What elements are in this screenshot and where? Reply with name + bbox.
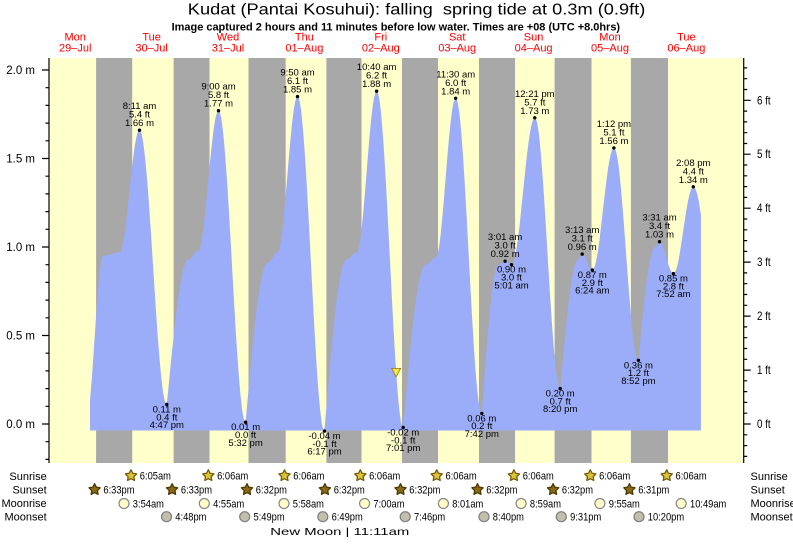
svg-text:2.0 m: 2.0 m xyxy=(6,65,35,77)
svg-text:6:17 pm: 6:17 pm xyxy=(307,447,341,458)
svg-text:4 ft: 4 ft xyxy=(757,203,771,216)
svg-text:8:59am: 8:59am xyxy=(530,499,561,511)
svg-text:6 ft: 6 ft xyxy=(757,95,771,108)
svg-text:1.84 m: 1.84 m xyxy=(441,86,470,97)
svg-text:6:33pm: 6:33pm xyxy=(103,485,134,497)
svg-text:6:06am: 6:06am xyxy=(369,471,400,483)
svg-text:1.85 m: 1.85 m xyxy=(283,85,312,96)
svg-text:6:06am: 6:06am xyxy=(217,471,248,483)
svg-text:1.73 m: 1.73 m xyxy=(520,106,549,117)
svg-text:01–Aug: 01–Aug xyxy=(285,42,323,54)
svg-text:8:20 pm: 8:20 pm xyxy=(543,404,577,415)
svg-text:5:32 pm: 5:32 pm xyxy=(228,438,262,449)
svg-text:Moonset: Moonset xyxy=(4,512,46,524)
svg-text:0.96 m: 0.96 m xyxy=(568,242,597,253)
svg-text:6:06am: 6:06am xyxy=(293,471,324,483)
svg-text:Moonset: Moonset xyxy=(751,512,793,524)
svg-text:6:06am: 6:06am xyxy=(676,471,707,483)
svg-text:5 ft: 5 ft xyxy=(757,149,771,162)
svg-text:7:01 pm: 7:01 pm xyxy=(386,443,420,454)
svg-text:Sunrise: Sunrise xyxy=(9,471,46,483)
svg-text:4:47 pm: 4:47 pm xyxy=(150,420,184,431)
svg-text:5:49pm: 5:49pm xyxy=(254,512,285,524)
svg-text:1.5 m: 1.5 m xyxy=(6,153,35,165)
svg-text:8:01am: 8:01am xyxy=(452,499,483,511)
svg-text:7:52 am: 7:52 am xyxy=(656,289,690,300)
svg-text:1.34 m: 1.34 m xyxy=(679,175,708,186)
svg-text:6:32pm: 6:32pm xyxy=(256,485,287,497)
svg-text:7:46pm: 7:46pm xyxy=(414,512,445,524)
svg-text:6:24 am: 6:24 am xyxy=(575,286,609,297)
svg-text:5:01 am: 5:01 am xyxy=(494,280,528,291)
svg-text:1.03 m: 1.03 m xyxy=(645,230,674,241)
svg-text:Kudat (Pantai Kosuhui): fallin: Kudat (Pantai Kosuhui): falling spring t… xyxy=(188,1,645,18)
svg-text:0 ft: 0 ft xyxy=(757,418,771,431)
svg-text:6:06am: 6:06am xyxy=(599,471,630,483)
svg-text:4:48pm: 4:48pm xyxy=(175,512,206,524)
svg-text:8:52 pm: 8:52 pm xyxy=(621,376,655,387)
svg-text:9:31pm: 9:31pm xyxy=(570,512,601,524)
svg-text:31–Jul: 31–Jul xyxy=(212,42,244,54)
svg-text:2 ft: 2 ft xyxy=(757,310,771,323)
svg-text:3:54am: 3:54am xyxy=(133,499,164,511)
svg-text:1.56 m: 1.56 m xyxy=(599,136,628,147)
svg-text:06–Aug: 06–Aug xyxy=(667,42,705,54)
svg-text:04–Aug: 04–Aug xyxy=(515,42,553,54)
svg-text:1 ft: 1 ft xyxy=(757,364,771,377)
svg-text:Moonrise: Moonrise xyxy=(751,498,793,510)
svg-text:6:05am: 6:05am xyxy=(140,471,171,483)
svg-text:0.92 m: 0.92 m xyxy=(491,249,520,260)
svg-text:5:58am: 5:58am xyxy=(293,499,324,511)
svg-text:6:31pm: 6:31pm xyxy=(638,485,669,497)
svg-text:6:06am: 6:06am xyxy=(446,471,477,483)
svg-text:0.5 m: 0.5 m xyxy=(6,330,35,342)
svg-text:10:49am: 10:49am xyxy=(690,499,726,511)
svg-text:6:49pm: 6:49pm xyxy=(332,512,363,524)
svg-text:7:42 pm: 7:42 pm xyxy=(465,429,499,440)
svg-text:6:32pm: 6:32pm xyxy=(409,485,440,497)
svg-text:9:55am: 9:55am xyxy=(609,499,640,511)
svg-text:7:00am: 7:00am xyxy=(373,499,404,511)
svg-text:Sunset: Sunset xyxy=(751,485,785,497)
svg-text:Moonrise: Moonrise xyxy=(1,498,46,510)
svg-text:6:32pm: 6:32pm xyxy=(334,485,365,497)
svg-text:8:40pm: 8:40pm xyxy=(493,512,524,524)
svg-text:Sunrise: Sunrise xyxy=(751,471,788,483)
svg-text:02–Aug: 02–Aug xyxy=(362,42,400,54)
svg-text:6:06am: 6:06am xyxy=(523,471,554,483)
svg-text:05–Aug: 05–Aug xyxy=(591,42,629,54)
svg-text:03–Aug: 03–Aug xyxy=(438,42,476,54)
svg-text:New Moon | 11:11am: New Moon | 11:11am xyxy=(270,526,409,537)
svg-text:3 ft: 3 ft xyxy=(757,256,771,269)
svg-text:29–Jul: 29–Jul xyxy=(59,42,91,54)
svg-text:Sunset: Sunset xyxy=(12,485,46,497)
svg-text:1.66 m: 1.66 m xyxy=(125,118,154,129)
svg-text:1.77 m: 1.77 m xyxy=(204,99,233,110)
svg-text:1.0 m: 1.0 m xyxy=(6,242,35,254)
svg-text:1.88 m: 1.88 m xyxy=(362,79,391,90)
svg-text:6:32pm: 6:32pm xyxy=(562,485,593,497)
svg-text:6:33pm: 6:33pm xyxy=(181,485,212,497)
svg-text:30–Jul: 30–Jul xyxy=(135,42,167,54)
svg-text:10:20pm: 10:20pm xyxy=(648,512,684,524)
svg-text:4:55am: 4:55am xyxy=(213,499,244,511)
svg-text:6:32pm: 6:32pm xyxy=(486,485,517,497)
svg-text:0.0 m: 0.0 m xyxy=(6,419,35,431)
